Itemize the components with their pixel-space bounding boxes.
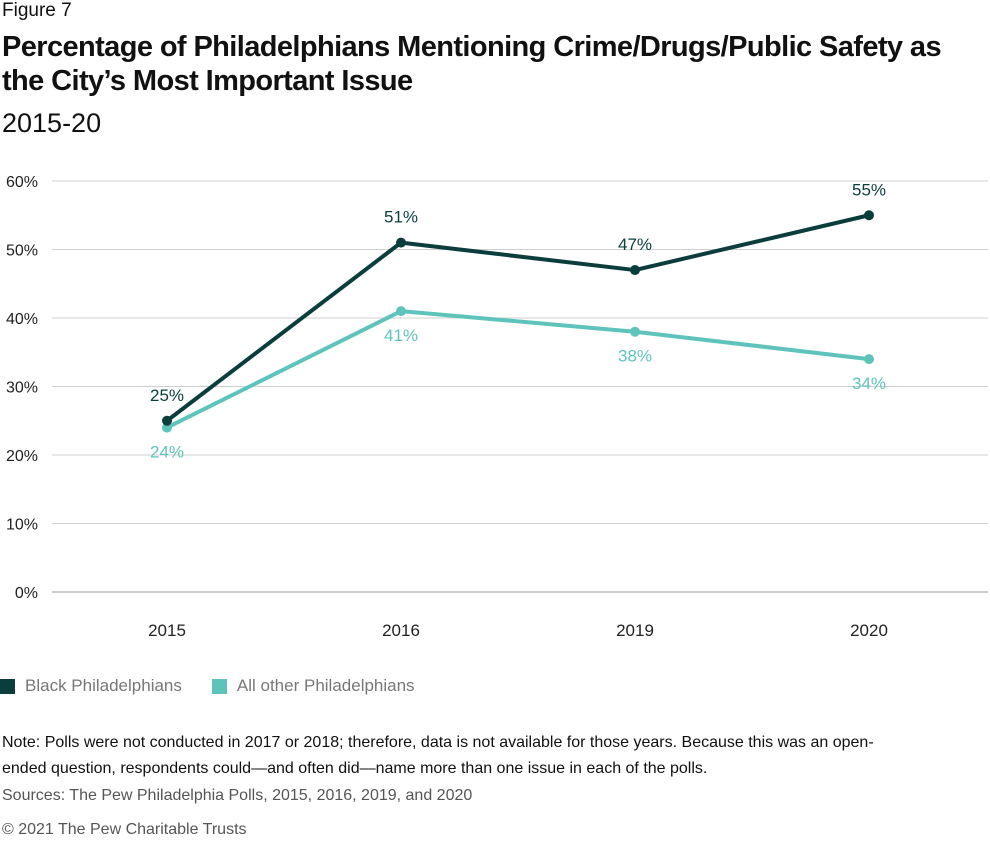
gridlines: [52, 180, 988, 593]
x-tick-labels: 2015 2016 2019 2020: [148, 621, 888, 640]
legend-item-other: All other Philadelphians: [211, 676, 415, 696]
y-tick-label: 30%: [6, 380, 38, 397]
data-labels: 25% 51% 47% 55% 24% 41% 38% 34%: [150, 180, 886, 461]
data-label: 25%: [150, 386, 184, 405]
y-tick-label: 10%: [6, 517, 38, 534]
series-line-0: [165, 213, 871, 423]
legend-label-black: Black Philadelphians: [25, 676, 182, 695]
data-point: [630, 326, 640, 337]
note-text: Note: Polls were not conducted in 2017 o…: [2, 734, 874, 777]
data-label: 47%: [618, 235, 652, 254]
data-point: [396, 237, 406, 248]
chart-title: Percentage of Philadelphians Mentioning …: [2, 31, 942, 97]
data-label: 38%: [618, 347, 652, 366]
legend-item-black: Black Philadelphians: [0, 676, 182, 696]
y-tick-label: 40%: [6, 311, 38, 328]
data-label: 55%: [852, 180, 886, 199]
figure-label: Figure 7: [2, 0, 72, 21]
data-point: [864, 354, 874, 365]
chart-subtitle: 2015-20: [2, 108, 102, 138]
x-tick-label: 2019: [616, 621, 654, 640]
series-lines: [165, 213, 871, 430]
legend-swatch-black: [0, 678, 15, 694]
copyright-text: © 2021 The Pew Charitable Trusts: [2, 821, 247, 838]
line-chart: 0% 10% 20% 30% 40% 50% 60% 2015 2016 2019 2020 25…: [6, 174, 988, 640]
y-tick-labels: 0% 10% 20% 30% 40% 50% 60%: [6, 174, 38, 602]
data-point: [162, 422, 172, 433]
data-point: [864, 210, 874, 221]
x-tick-label: 2016: [382, 621, 420, 640]
legend-label-other: All other Philadelphians: [236, 676, 415, 695]
x-tick-label: 2015: [148, 621, 186, 640]
y-tick-label: 0%: [15, 585, 38, 602]
data-label: 51%: [384, 208, 418, 227]
legend: Black Philadelphians All other Philadelp…: [0, 676, 445, 696]
data-point: [396, 306, 406, 317]
data-label: 34%: [852, 374, 886, 393]
data-label: 41%: [384, 326, 418, 345]
y-tick-label: 60%: [6, 174, 38, 191]
y-tick-label: 20%: [6, 448, 38, 465]
data-label: 24%: [150, 443, 184, 462]
sources-text: Sources: The Pew Philadelphia Polls, 201…: [2, 787, 473, 804]
data-point: [630, 265, 640, 276]
data-point: [162, 415, 172, 426]
y-tick-label: 50%: [6, 243, 38, 260]
series-line-1: [165, 309, 871, 430]
legend-swatch-other: [211, 678, 227, 694]
x-tick-label: 2020: [850, 621, 888, 640]
series-points: [162, 210, 874, 433]
